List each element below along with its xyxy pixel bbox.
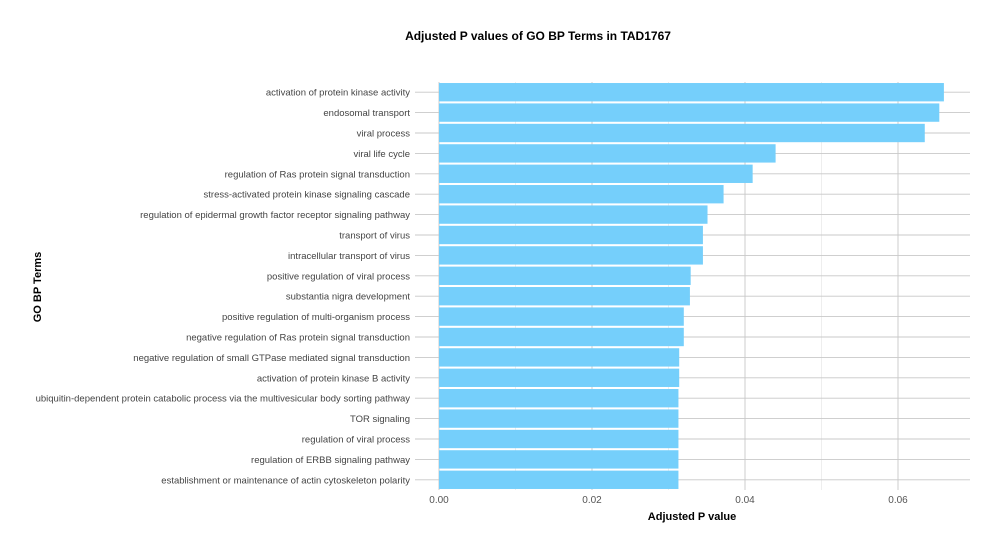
bar bbox=[439, 123, 925, 143]
category-label: viral process bbox=[357, 129, 411, 140]
category-labels: activation of protein kinase activity end… bbox=[36, 88, 411, 487]
bar bbox=[439, 368, 680, 387]
bar bbox=[439, 429, 679, 449]
x-tick-label: 0.04 bbox=[735, 495, 755, 506]
category-label: regulation of ERBB signaling pathway bbox=[251, 455, 410, 466]
category-label: endosomal transport bbox=[323, 108, 410, 119]
category-label: substantia nigra development bbox=[286, 292, 410, 303]
chart-title: Adjusted P values of GO BP Terms in TAD1… bbox=[405, 29, 671, 43]
category-label: regulation of epidermal growth factor re… bbox=[140, 210, 410, 221]
category-label: activation of protein kinase B activity bbox=[257, 373, 410, 384]
category-label: regulation of viral process bbox=[302, 435, 410, 446]
bar bbox=[439, 246, 703, 265]
bar bbox=[439, 287, 690, 306]
category-label: regulation of Ras protein signal transdu… bbox=[225, 169, 410, 180]
bar bbox=[439, 205, 708, 224]
x-axis-title: Adjusted P value bbox=[648, 511, 736, 523]
x-tick-labels: 0.00 0.02 0.04 0.06 bbox=[429, 495, 908, 506]
bar bbox=[439, 327, 684, 347]
bar bbox=[439, 470, 679, 489]
category-label: negative regulation of small GTPase medi… bbox=[133, 353, 410, 364]
x-tick-label: 0.00 bbox=[429, 495, 449, 506]
bar bbox=[439, 266, 691, 285]
category-label: stress-activated protein kinase signalin… bbox=[204, 190, 410, 201]
bar bbox=[439, 409, 679, 428]
bar bbox=[439, 185, 724, 204]
bar bbox=[439, 450, 679, 469]
bar bbox=[439, 225, 703, 245]
category-label: negative regulation of Ras protein signa… bbox=[186, 333, 410, 344]
category-label: positive regulation of viral process bbox=[267, 271, 410, 282]
bar bbox=[439, 348, 680, 367]
category-label: intracellular transport of virus bbox=[288, 251, 410, 262]
bar bbox=[439, 144, 776, 163]
category-label: activation of protein kinase activity bbox=[266, 88, 410, 99]
x-tick-label: 0.02 bbox=[582, 495, 602, 506]
grid bbox=[415, 82, 970, 490]
bars bbox=[439, 83, 944, 489]
bar bbox=[439, 389, 679, 408]
bar bbox=[439, 83, 944, 102]
bar bbox=[439, 103, 940, 122]
x-tick-label: 0.06 bbox=[888, 495, 908, 506]
bar bbox=[439, 164, 753, 183]
category-label: viral life cycle bbox=[354, 149, 411, 160]
y-axis-title: GO BP Terms bbox=[32, 252, 44, 323]
category-label: ubiquitin-dependent protein catabolic pr… bbox=[36, 394, 411, 405]
category-label: TOR signaling bbox=[350, 414, 410, 425]
category-label: positive regulation of multi-organism pr… bbox=[222, 312, 410, 323]
category-label: establishment or maintenance of actin cy… bbox=[161, 475, 410, 486]
bar bbox=[439, 307, 684, 326]
category-label: transport of virus bbox=[339, 231, 410, 242]
